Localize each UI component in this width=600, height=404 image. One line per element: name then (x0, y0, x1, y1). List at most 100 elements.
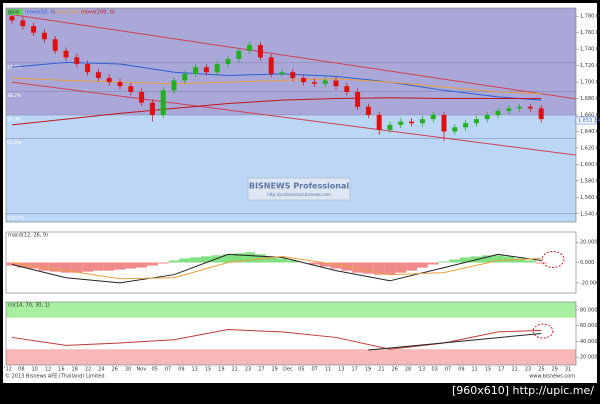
candle-body (214, 63, 220, 73)
histogram-bar (244, 252, 255, 263)
candle-body (52, 39, 58, 51)
macd-line (11, 253, 542, 284)
x-tick-label: 21 (511, 367, 517, 373)
y-tick-label: 1,740.00 (580, 47, 600, 53)
watermark-url: http://professional.bisnews.com (267, 192, 331, 197)
zone (6, 349, 576, 365)
last-price: 1,653.34 (578, 118, 600, 124)
candle-body (495, 110, 501, 115)
candle-body (452, 127, 458, 132)
y-tick-label: 1,780.00 (580, 14, 600, 20)
candle-body (506, 108, 512, 111)
x-tick-label: 19 (365, 367, 371, 373)
histogram-bar (319, 262, 331, 267)
x-tick-label: 24 (98, 367, 104, 373)
histogram-bar (71, 262, 83, 273)
candle-body (517, 106, 523, 109)
histogram-bar (233, 253, 245, 263)
histogram-bar (60, 262, 72, 273)
y-tick-label: 1,620.00 (580, 145, 600, 151)
histogram-bar (492, 255, 504, 263)
x-tick-label: 26 (111, 367, 117, 373)
candle-body (376, 115, 382, 130)
histogram-bar (514, 258, 525, 263)
x-tick-label: 07 (311, 367, 317, 373)
candle-body (387, 124, 393, 130)
x-tick-label: 30 (125, 367, 131, 373)
histogram-bar (438, 261, 450, 263)
x-tick-label: 27 (258, 367, 264, 373)
candle-body (463, 123, 469, 128)
histogram-bar (417, 262, 428, 268)
histogram-bar (460, 257, 471, 263)
x-tick-label: 31 (565, 367, 571, 373)
y-tick-label: 1,600.00 (580, 162, 600, 168)
histogram-bar (17, 262, 29, 268)
x-tick-label: 15 (205, 367, 211, 373)
histogram-bar (114, 262, 126, 270)
y-tick-label: 1,580.00 (580, 178, 600, 184)
fib-label: 50.0% (7, 117, 22, 123)
candle-body (333, 80, 339, 87)
candle-body (441, 115, 447, 132)
histogram-bar (363, 262, 374, 274)
candle-body (106, 77, 112, 83)
moving-average (11, 77, 542, 95)
histogram-bar (384, 262, 396, 275)
candle-body (85, 63, 91, 73)
candle-body (344, 86, 350, 92)
panel-title: rsi(14, 70, 30, 1) (8, 303, 50, 309)
x-tick-label: 16 (58, 367, 64, 373)
candle-body (203, 67, 209, 73)
x-tick-label: 11 (325, 367, 331, 373)
main-plot: 23.6%38.2%50.0%61.8%100.0% (6, 8, 576, 222)
x-tick-label: 09 (458, 367, 464, 373)
candle-body (236, 50, 242, 60)
title-bg (7, 9, 23, 15)
histogram-bar (330, 262, 342, 269)
candle-body (322, 80, 328, 84)
legend-entry: move(100, 0) (53, 10, 87, 16)
candle-body (355, 91, 361, 107)
macd-line (11, 255, 542, 280)
candle-body (268, 57, 274, 74)
histogram-bar (49, 262, 61, 272)
footer: © 2013 Bisnews AFE (Thailand) Limited (5, 373, 105, 380)
histogram-bar (157, 262, 169, 264)
x-tick-label: 28 (405, 367, 411, 373)
candle-body (247, 45, 253, 51)
legend-entry: move(50, 0) (25, 10, 56, 16)
x-tick-label: 08 (18, 367, 24, 373)
histogram-bar (190, 257, 201, 263)
last-price-box (575, 116, 597, 125)
y-tick-label: -20.000 (580, 280, 599, 286)
highlight (541, 250, 565, 268)
y-tick-label: 1,680.00 (580, 96, 600, 102)
histogram-bar (449, 259, 461, 263)
legend-entry: move(200, 0) (81, 10, 115, 16)
panel-title: macd(12, 26, 9) (8, 233, 48, 239)
x-tick-label: 09 (178, 367, 184, 373)
histogram-bar (179, 258, 191, 263)
y-tick-label: 1,660.00 (580, 113, 600, 119)
candle-body (538, 108, 544, 120)
zone-upper (6, 8, 576, 115)
fib-label: 100.0% (7, 215, 25, 221)
candle-body (171, 80, 177, 91)
candle-body (182, 73, 188, 81)
y-tick-label: 1,560.00 (580, 195, 600, 201)
x-tick-label: 23 (525, 367, 531, 373)
x-tick-label: 25 (538, 367, 544, 373)
candle-body (409, 121, 415, 124)
zone (6, 302, 576, 318)
candle-body (160, 90, 166, 115)
x-tick-label: 13 (338, 367, 344, 373)
candle-body (484, 115, 490, 120)
candle-body (419, 119, 425, 124)
candle-body (279, 72, 285, 74)
histogram-bar (535, 262, 547, 264)
candle-body (74, 57, 80, 64)
y-tick-label: 1,720.00 (580, 63, 600, 69)
rsi-line (11, 329, 542, 350)
